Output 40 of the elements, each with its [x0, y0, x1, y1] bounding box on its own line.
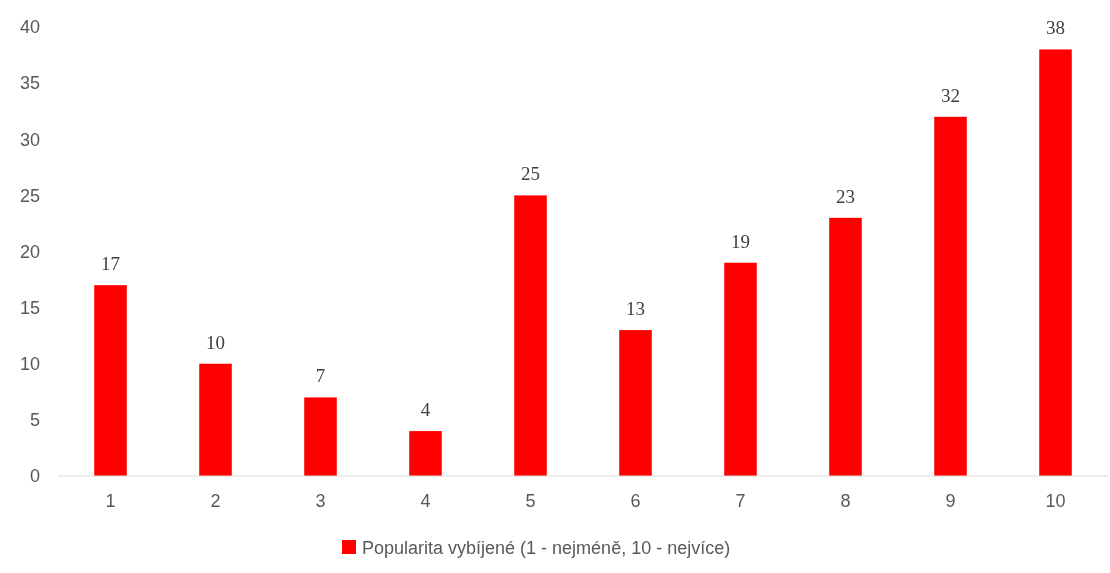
- x-tick-label: 3: [315, 491, 326, 511]
- data-label: 7: [315, 365, 326, 387]
- data-label: 23: [836, 185, 855, 207]
- bar: [409, 431, 442, 476]
- x-tick-label: 9: [945, 491, 956, 511]
- data-label: 38: [1046, 17, 1065, 39]
- legend-label: Popularita vybíjené (1 - nejméně, 10 - nejvíce): [362, 538, 731, 559]
- x-tick-label: 6: [630, 491, 641, 511]
- x-tick-label: 8: [840, 491, 851, 511]
- x-tick-label: 4: [420, 491, 431, 511]
- y-tick-label: 5: [29, 410, 40, 431]
- data-label: 10: [206, 331, 225, 353]
- y-tick-label: 25: [19, 185, 40, 206]
- y-tick-label: 15: [19, 297, 40, 318]
- y-tick-label: 0: [29, 466, 40, 487]
- data-label: 32: [941, 84, 960, 106]
- y-tick-label: 40: [19, 17, 40, 38]
- bar: [514, 195, 547, 476]
- bar: [829, 217, 862, 476]
- data-label: 17: [101, 253, 120, 275]
- y-tick-label: 35: [19, 73, 40, 94]
- bar: [199, 363, 232, 476]
- y-tick-label: 30: [19, 129, 40, 150]
- data-label: 4: [420, 399, 431, 421]
- x-tick-label: 5: [525, 491, 536, 511]
- data-label: 19: [731, 230, 750, 252]
- bar: [1039, 49, 1072, 476]
- x-tick-label: 2: [210, 491, 221, 511]
- bar: [619, 330, 652, 476]
- x-tick-label: 10: [1045, 491, 1066, 511]
- y-tick-label: 20: [19, 241, 40, 262]
- bar: [724, 262, 757, 476]
- y-tick-label: 10: [19, 354, 40, 375]
- data-label: 13: [626, 298, 645, 320]
- data-label: 25: [521, 163, 540, 185]
- x-tick-label: 1: [105, 491, 116, 511]
- bar: [304, 397, 337, 476]
- bar: [94, 285, 127, 476]
- x-tick-label: 7: [735, 491, 746, 511]
- bar: [934, 116, 967, 476]
